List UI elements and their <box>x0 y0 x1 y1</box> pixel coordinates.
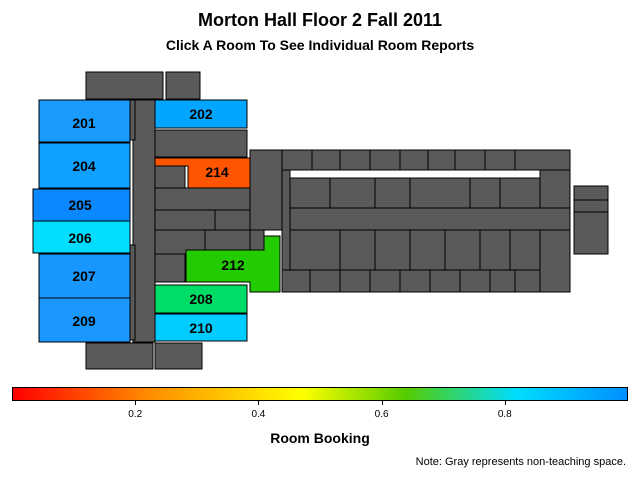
room-label-208: 208 <box>189 291 213 307</box>
non-teaching-space <box>539 169 571 209</box>
non-teaching-space <box>154 129 248 158</box>
room-207[interactable] <box>38 253 131 299</box>
non-teaching-space <box>289 229 341 271</box>
color-scale-bar <box>12 387 628 401</box>
non-teaching-space <box>281 269 541 293</box>
color-scale-tick-label: 0.4 <box>251 409 266 420</box>
teaching-rooms <box>32 99 281 343</box>
non-teaching-space <box>289 177 331 209</box>
non-teaching-space <box>85 342 154 370</box>
room-label-209: 209 <box>72 313 96 329</box>
room-label-212: 212 <box>221 257 245 273</box>
interior-walls <box>309 150 608 292</box>
room-204[interactable] <box>38 142 131 189</box>
non-teaching-space <box>249 229 265 253</box>
room-210[interactable] <box>154 313 248 342</box>
non-teaching-space <box>281 149 571 171</box>
color-scale-tick-label: 0.6 <box>374 409 389 420</box>
legend-note: Note: Gray represents non-teaching space… <box>415 456 626 468</box>
room-label-207: 207 <box>72 268 96 284</box>
non-teaching-space <box>165 71 201 100</box>
room-214[interactable] <box>154 157 251 189</box>
color-scale-tick-label: 0.8 <box>497 409 512 420</box>
non-teaching-space <box>154 187 251 211</box>
non-teaching-space <box>469 177 541 209</box>
color-scale-tick <box>258 401 260 405</box>
corridor <box>132 99 156 343</box>
room-label-204: 204 <box>72 158 96 174</box>
non-teaching-space <box>154 253 186 283</box>
room-212[interactable] <box>185 235 281 293</box>
color-scale-tick <box>381 401 383 405</box>
room-label-206: 206 <box>68 230 92 246</box>
non-teaching-space <box>154 165 186 189</box>
map-title: Morton Hall Floor 2 Fall 2011 <box>197 10 443 30</box>
non-teaching-space <box>249 149 283 231</box>
non-teaching-space <box>573 185 609 255</box>
color-scale-tick <box>504 401 506 405</box>
non-teaching-space <box>329 177 411 209</box>
room-label-210: 210 <box>189 320 213 336</box>
color-scale-label: Room Booking <box>270 430 370 446</box>
room-label-214: 214 <box>205 164 229 180</box>
non-teaching-space <box>539 229 571 293</box>
non-teaching-space <box>154 209 216 231</box>
room-label-205: 205 <box>68 197 92 213</box>
room-208[interactable] <box>154 284 248 314</box>
room-201[interactable] <box>38 99 131 143</box>
floor-plan: 201 202 204 205 206 207 208 209 210 212 … <box>32 71 609 370</box>
room-209[interactable] <box>38 297 131 343</box>
color-scale-tick-label: 0.2 <box>128 409 143 420</box>
non-teaching-space <box>214 209 251 231</box>
room-206[interactable] <box>32 220 131 254</box>
room-205[interactable] <box>32 188 131 222</box>
non-teaching-space <box>204 229 251 251</box>
color-scale-tick <box>135 401 137 405</box>
room-labels: 201 202 204 205 206 207 208 209 210 212 … <box>68 106 245 336</box>
room-202[interactable] <box>154 99 248 129</box>
map-subtitle: Click A Room To See Individual Room Repo… <box>165 37 475 53</box>
non-teaching-space <box>85 71 164 100</box>
corridor <box>289 207 571 231</box>
non-teaching-space <box>409 177 471 209</box>
room-label-202: 202 <box>189 106 213 122</box>
non-teaching-spaces <box>85 71 609 370</box>
room-label-201: 201 <box>72 115 96 131</box>
non-teaching-space <box>154 342 203 370</box>
